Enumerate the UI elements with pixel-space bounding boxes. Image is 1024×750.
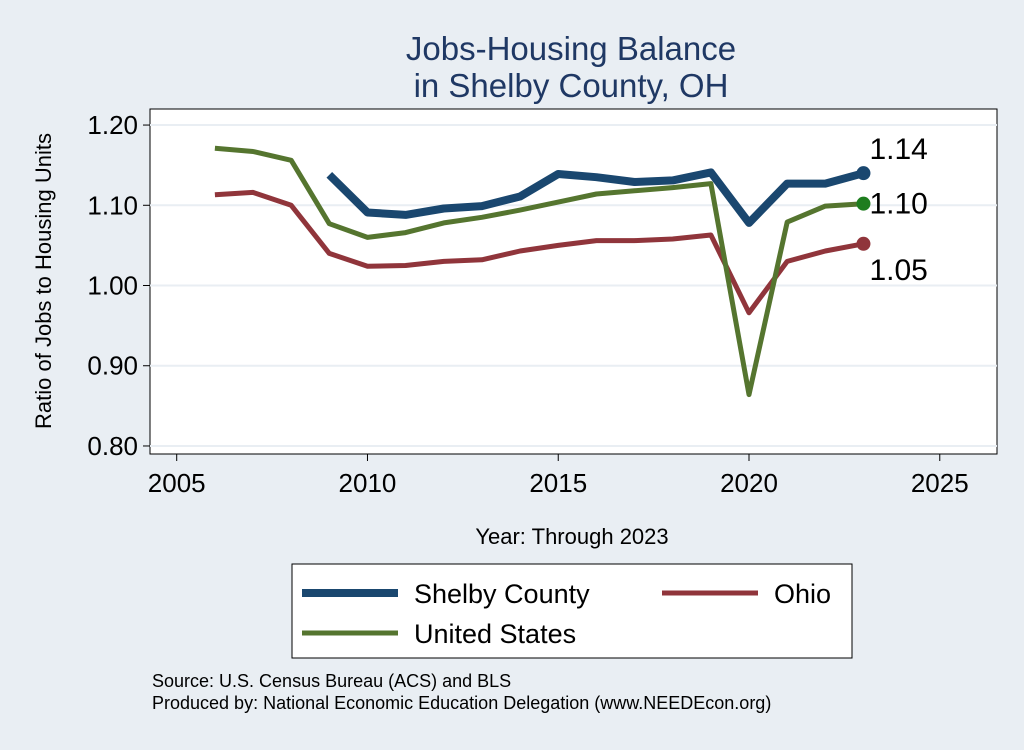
y-tick-label: 1.20 bbox=[87, 110, 138, 140]
marker-layer: 1.14 1.05 1.10 bbox=[856, 133, 928, 287]
legend-label-ohio: Ohio bbox=[774, 579, 831, 609]
legend-label-shelby-county: Shelby County bbox=[414, 579, 590, 609]
end-marker-shelby-county bbox=[856, 166, 871, 181]
x-tick-label: 2005 bbox=[148, 468, 206, 498]
chart-title-line-2: in Shelby County, OH bbox=[414, 67, 729, 104]
y-axis-title: Ratio of Jobs to Housing Units bbox=[31, 133, 56, 429]
y-tick-label: 0.90 bbox=[87, 351, 138, 381]
x-axis-title: Year: Through 2023 bbox=[475, 524, 668, 549]
chart-title-line-1: Jobs-Housing Balance bbox=[406, 30, 736, 67]
plot-area bbox=[149, 108, 998, 455]
producer-note: Produced by: National Economic Education… bbox=[152, 693, 771, 713]
series-line-ohio bbox=[214, 189, 864, 316]
series-line-shelby-county bbox=[326, 168, 865, 227]
series-line-united-states bbox=[214, 145, 864, 398]
y-tick-label: 0.80 bbox=[87, 431, 138, 461]
end-label-united-states: 1.10 bbox=[869, 188, 927, 221]
legend-box bbox=[291, 563, 853, 659]
series-layer bbox=[214, 145, 865, 398]
source-note: Source: U.S. Census Bureau (ACS) and BLS bbox=[152, 671, 511, 691]
legend: Shelby County Ohio United States bbox=[291, 563, 853, 659]
x-tick-label: 2010 bbox=[339, 468, 397, 498]
y-tick-label: 1.10 bbox=[87, 190, 138, 220]
y-tick-label: 1.00 bbox=[87, 271, 138, 301]
axis-layer: 0.80 0.90 1.00 1.10 1.20 2005 2010 2015 2020 2025 bbox=[87, 110, 968, 498]
legend-label-united-states: United States bbox=[414, 619, 576, 649]
x-tick-label: 2015 bbox=[529, 468, 587, 498]
x-tick-label: 2020 bbox=[720, 468, 778, 498]
end-marker-united-states bbox=[856, 196, 871, 211]
x-tick-label: 2025 bbox=[911, 468, 969, 498]
end-label-ohio: 1.05 bbox=[869, 254, 927, 287]
end-marker-ohio bbox=[856, 236, 871, 251]
end-label-shelby-county: 1.14 bbox=[869, 133, 927, 166]
